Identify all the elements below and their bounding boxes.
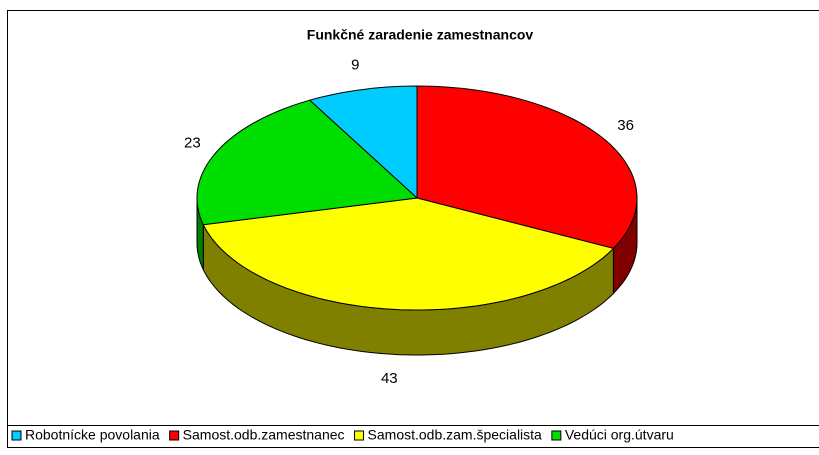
legend-swatch — [552, 431, 561, 440]
data-label: 43 — [381, 370, 398, 387]
data-label: 23 — [184, 134, 201, 151]
legend-label: Robotnícke povolania — [25, 427, 160, 443]
legend: Robotnícke povolania Samost.odb.zamestnan… — [12, 427, 674, 443]
legend-label: Samost.odb.zamestnanec — [183, 427, 345, 443]
data-label: 36 — [617, 117, 634, 134]
legend-swatch — [12, 431, 21, 440]
legend-swatch — [170, 431, 179, 440]
legend-label: Vedúci org.útvaru — [565, 427, 674, 443]
chart-title: Funkčné zaradenie zamestnancov — [307, 27, 534, 43]
legend-label: Samost.odb.zam.špecialista — [368, 427, 543, 443]
legend-swatch — [355, 431, 364, 440]
data-label: 9 — [351, 56, 359, 73]
